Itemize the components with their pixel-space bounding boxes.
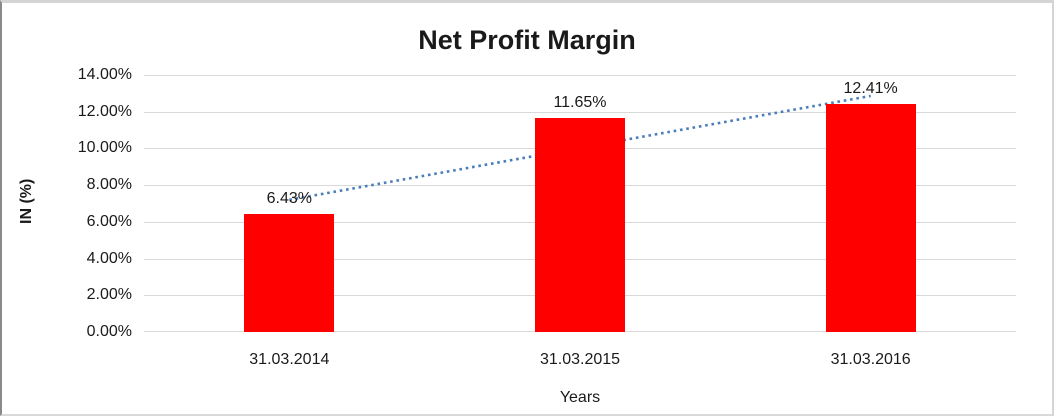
bar-31.03.2015 <box>535 118 625 332</box>
plot-area: 6.43% 11.65% 12.41% <box>144 75 1016 332</box>
y-tick-label: 4.00% <box>86 249 132 267</box>
y-tick-label: 8.00% <box>86 176 132 194</box>
x-tick-label: 31.03.2016 <box>830 351 911 368</box>
y-tick-label: 12.00% <box>77 102 132 120</box>
x-axis-title: Years <box>559 389 601 406</box>
y-tick-label: 6.00% <box>86 212 132 230</box>
chart-title: Net Profit Margin <box>418 25 636 55</box>
y-tick-label: 10.00% <box>77 139 132 157</box>
y-tick-label: 0.00% <box>86 323 132 340</box>
x-tick-label: 31.03.2015 <box>539 351 621 368</box>
gridline <box>144 75 1016 76</box>
data-label: 6.43% <box>266 189 313 207</box>
bar-31.03.2016 <box>825 104 916 332</box>
data-label: 11.65% <box>553 94 607 112</box>
gridline <box>144 111 1016 113</box>
data-label: 12.41% <box>843 80 898 98</box>
y-tick-label: 14.00% <box>77 66 132 83</box>
y-axis-title: IN (%) <box>18 178 35 225</box>
y-tick-label: 2.00% <box>86 286 132 304</box>
x-tick-label: 31.03.2014 <box>249 351 330 368</box>
bar-31.03.2014 <box>244 213 335 332</box>
